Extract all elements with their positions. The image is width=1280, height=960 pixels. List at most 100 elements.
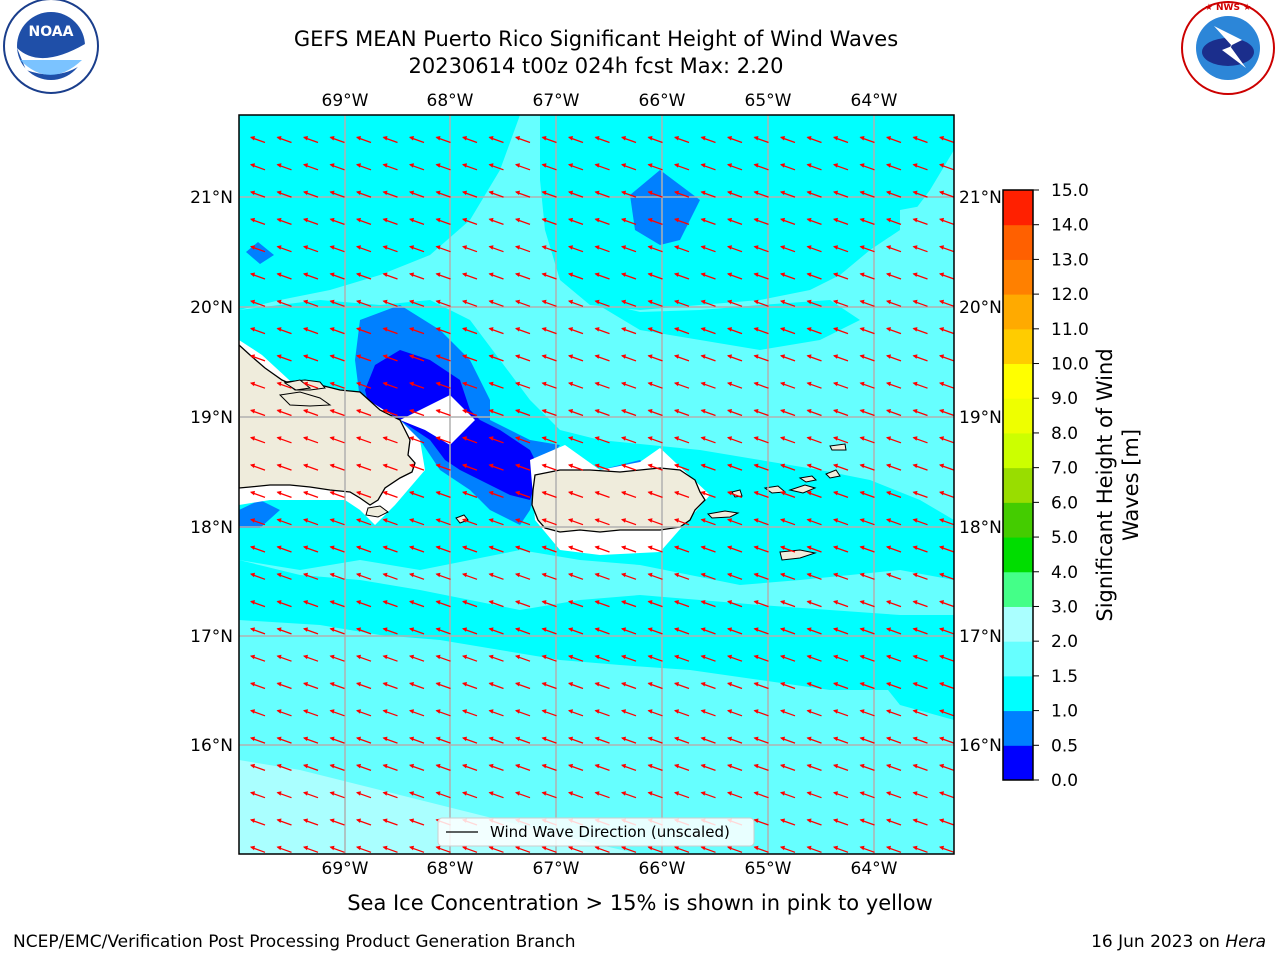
wind-wave-arrowhead bbox=[541, 845, 547, 851]
wind-wave-arrowhead bbox=[780, 354, 785, 359]
wind-wave-arrowhead bbox=[303, 818, 308, 823]
wind-wave-arrowhead bbox=[462, 627, 467, 632]
wind-wave-arrowhead bbox=[488, 845, 494, 851]
wind-wave-arrowhead bbox=[303, 327, 308, 332]
wind-wave-arrowhead bbox=[674, 381, 679, 387]
wind-wave-arrowhead bbox=[303, 545, 308, 550]
wind-wave-arrowhead bbox=[833, 845, 838, 851]
wind-wave-arrowhead bbox=[276, 354, 282, 359]
wind-wave-arrowhead bbox=[886, 163, 891, 168]
wind-wave-arrowhead bbox=[753, 763, 759, 769]
wind-wave-arrowhead bbox=[886, 600, 891, 605]
wind-wave-arrowhead bbox=[939, 299, 944, 305]
svg-text:68°W: 68°W bbox=[427, 91, 474, 111]
wind-wave-arrowhead bbox=[250, 763, 255, 769]
wind-wave-arrowhead bbox=[859, 272, 865, 277]
wind-wave-arrowhead bbox=[912, 163, 918, 168]
wind-wave-arrowhead bbox=[939, 381, 944, 387]
wind-wave-arrowhead bbox=[515, 736, 520, 742]
wind-wave-arrowhead bbox=[939, 791, 944, 796]
wind-wave-arrowhead bbox=[780, 518, 785, 523]
wind-wave-arrowhead bbox=[859, 490, 865, 496]
wind-wave-arrowhead bbox=[647, 436, 653, 441]
svg-text:69°W: 69°W bbox=[322, 859, 369, 879]
wind-wave-arrowhead bbox=[674, 272, 679, 277]
wind-wave-arrowhead bbox=[356, 518, 361, 523]
wind-wave-arrowhead bbox=[621, 600, 626, 605]
wind-wave-arrowhead bbox=[488, 217, 494, 223]
svg-text:65°W: 65°W bbox=[745, 859, 792, 879]
wind-wave-arrowhead bbox=[859, 545, 865, 550]
wind-wave-arrowhead bbox=[647, 654, 653, 660]
wind-wave-arrowhead bbox=[674, 709, 679, 714]
wind-wave-arrowhead bbox=[674, 845, 679, 851]
wind-wave-arrowhead bbox=[356, 463, 361, 469]
wind-wave-arrowhead bbox=[912, 354, 918, 359]
svg-text:18°N: 18°N bbox=[190, 518, 233, 538]
wind-wave-arrowhead bbox=[939, 436, 944, 441]
wind-wave-arrowhead bbox=[621, 436, 626, 441]
wind-wave-arrowhead bbox=[594, 436, 600, 441]
wind-wave-arrowhead bbox=[435, 409, 441, 414]
wind-wave-arrowhead bbox=[462, 654, 467, 660]
wind-wave-arrowhead bbox=[727, 136, 732, 141]
wind-wave-arrowhead bbox=[833, 518, 838, 523]
wind-wave-arrowhead bbox=[727, 381, 732, 387]
wind-wave-arrowhead bbox=[488, 736, 494, 742]
wind-wave-arrowhead bbox=[382, 654, 388, 660]
wind-wave-arrowhead bbox=[912, 682, 918, 687]
wind-wave-arrowhead bbox=[435, 791, 441, 796]
wind-wave-arrowhead bbox=[859, 217, 865, 223]
wind-wave-arrowhead bbox=[833, 600, 838, 605]
wind-wave-arrowhead bbox=[515, 545, 520, 550]
wind-wave-arrowhead bbox=[541, 217, 547, 223]
wind-wave-arrowhead bbox=[700, 654, 706, 660]
wind-wave-arrowhead bbox=[276, 327, 282, 332]
wind-wave-arrowhead bbox=[541, 763, 547, 769]
wind-wave-arrowhead bbox=[806, 381, 812, 387]
wind-wave-arrowhead bbox=[727, 409, 732, 414]
wind-wave-arrowhead bbox=[886, 682, 891, 687]
wind-wave-arrowhead bbox=[435, 736, 441, 742]
wind-wave-arrowhead bbox=[382, 190, 388, 196]
wind-wave-arrowhead bbox=[250, 654, 255, 660]
wind-wave-arrowhead bbox=[939, 463, 944, 469]
wind-wave-arrowhead bbox=[329, 600, 335, 605]
colorbar-tick-label: 11.0 bbox=[1051, 320, 1089, 340]
colorbar-tick-label: 5.0 bbox=[1051, 528, 1078, 548]
wind-wave-arrowhead bbox=[621, 217, 626, 223]
wind-wave-arrowhead bbox=[303, 436, 308, 441]
wind-wave-arrowhead bbox=[939, 709, 944, 714]
graticule bbox=[239, 115, 954, 854]
colorbar-segment bbox=[1003, 467, 1033, 503]
wind-wave-arrowhead bbox=[886, 136, 891, 141]
colorbar-tick-label: 8.0 bbox=[1051, 424, 1078, 444]
svg-text:66°W: 66°W bbox=[639, 91, 686, 111]
wind-wave-arrowhead bbox=[382, 436, 388, 441]
colorbar-tick-label: 1.0 bbox=[1051, 702, 1078, 722]
wind-wave-arrowhead bbox=[515, 791, 520, 796]
wind-wave-arrowhead bbox=[753, 709, 759, 714]
wind-wave-arrowhead bbox=[806, 654, 812, 660]
wind-wave-arrowhead bbox=[409, 190, 414, 196]
wind-wave-arrowhead bbox=[356, 682, 361, 687]
wind-wave-arrowhead bbox=[568, 736, 573, 742]
wind-wave-arrowhead bbox=[356, 190, 361, 196]
wind-wave-arrowhead bbox=[382, 600, 388, 605]
wind-wave-arrowhead bbox=[727, 654, 732, 660]
wind-wave-arrowhead bbox=[621, 490, 626, 496]
wind-wave-arrowhead bbox=[303, 163, 308, 168]
wind-wave-arrowhead bbox=[594, 409, 600, 414]
wind-wave-arrowhead bbox=[753, 463, 759, 469]
wind-wave-arrowhead bbox=[356, 763, 361, 769]
wind-wave-arrowhead bbox=[674, 136, 679, 141]
wind-wave-arrowhead bbox=[329, 518, 335, 523]
wind-wave-arrowhead bbox=[806, 763, 812, 769]
wind-wave-arrowhead bbox=[753, 245, 759, 250]
wind-wave-arrowhead bbox=[594, 272, 600, 277]
wind-wave-arrowhead bbox=[329, 490, 335, 496]
wind-wave-arrowhead bbox=[780, 299, 785, 305]
wind-wave-arrowhead bbox=[356, 163, 361, 168]
wind-wave-arrowhead bbox=[833, 245, 838, 250]
wind-wave-arrowhead bbox=[859, 409, 865, 414]
